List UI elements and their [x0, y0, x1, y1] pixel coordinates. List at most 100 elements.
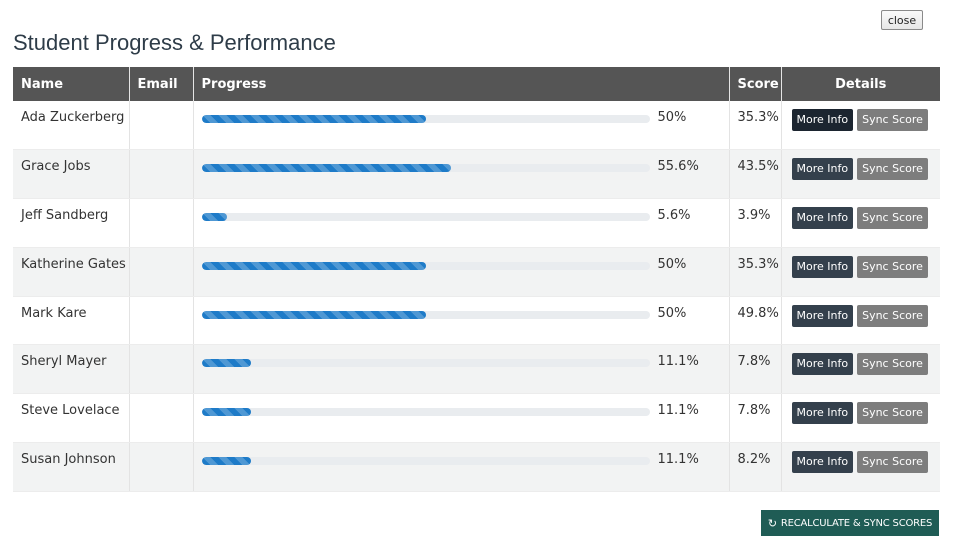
student-email [129, 344, 194, 394]
column-header-progress[interactable]: Progress [193, 67, 730, 101]
details-cell: More Info Sync Score [781, 101, 940, 151]
table-row: Jeff Sandberg 5.6% 3.9% More Info Sync Score [13, 198, 940, 248]
student-score: 43.5% [729, 149, 782, 199]
progress-bar-fill [201, 359, 252, 368]
progress-bar [201, 115, 650, 123]
progress-bar [201, 310, 650, 319]
column-header-email[interactable]: Email [129, 67, 194, 101]
student-name: Mark Kare [13, 296, 130, 346]
table-body: Ada Zuckerberg 50% 35.3% More Info Sync Scor… [13, 101, 940, 492]
column-header-details: Details [781, 67, 940, 101]
progress-cell: 5.6% [193, 198, 730, 248]
recalculate-label: RECALCULATE & SYNC SCORES [780, 517, 933, 529]
progress-bar-fill [201, 456, 252, 465]
progress-percent: 11.1% [657, 403, 699, 418]
progress-cell: 11.1% [193, 442, 730, 492]
progress-bar [201, 359, 650, 368]
student-email [129, 442, 194, 492]
progress-bar [201, 164, 650, 173]
progress-cell: 50% [193, 247, 730, 297]
table-row: Mark Kare 50% 49.8% More Info Sync Score [13, 296, 940, 346]
progress-bar [201, 456, 650, 465]
progress-bar-fill [201, 213, 227, 221]
student-name: Grace Jobs [13, 149, 130, 199]
details-cell: More Info Sync Score [781, 198, 940, 248]
progress-cell: 50% [193, 101, 730, 151]
progress-bar [201, 408, 650, 416]
student-name: Steve Lovelace [13, 393, 130, 443]
more-info-button[interactable]: More Info [791, 109, 854, 131]
student-email [129, 247, 194, 297]
student-email [129, 393, 194, 443]
sync-score-button[interactable]: Sync Score [857, 450, 928, 473]
student-score: 7.8% [729, 344, 782, 394]
sync-score-button[interactable]: Sync Score [857, 255, 928, 278]
details-cell: More Info Sync Score [781, 296, 940, 346]
table-row: Katherine Gates 50% 35.3% More Info Sync Sco… [13, 247, 940, 297]
progress-percent: 55.6% [657, 159, 699, 175]
progress-bar-fill [201, 164, 451, 173]
sync-score-button[interactable]: Sync Score [857, 402, 928, 424]
close-button[interactable]: close [881, 10, 923, 30]
progress-percent: 50% [657, 256, 687, 272]
details-cell: More Info Sync Score [781, 344, 940, 394]
progress-percent: 11.1% [657, 354, 699, 370]
progress-percent: 50% [657, 305, 687, 321]
student-name: Jeff Sandberg [13, 198, 130, 248]
details-cell: More Info Sync Score [781, 149, 940, 199]
table-row: Sheryl Mayer 11.1% 7.8% More Info Sync Score [13, 344, 940, 394]
student-email [129, 149, 194, 199]
student-score: 3.9% [729, 198, 782, 248]
progress-cell: 11.1% [193, 344, 730, 394]
progress-cell: 55.6% [193, 149, 730, 199]
student-score: 35.3% [729, 247, 782, 297]
more-info-button[interactable]: More Info [791, 207, 854, 229]
table-row: Steve Lovelace 11.1% 7.8% More Info Sync Sco… [13, 393, 940, 443]
table-row: Ada Zuckerberg 50% 35.3% More Info Sync Scor… [13, 101, 940, 151]
details-cell: More Info Sync Score [781, 393, 940, 443]
table-row: Grace Jobs 55.6% 43.5% More Info Sync Score [13, 149, 940, 199]
student-name: Ada Zuckerberg [13, 101, 130, 151]
student-score: 7.8% [729, 393, 782, 443]
student-email [129, 296, 194, 346]
student-table: Name Email Progress Score Details Ada Zu… [13, 67, 940, 492]
column-header-score[interactable]: Score [729, 67, 782, 101]
column-header-name[interactable]: Name [13, 67, 130, 101]
student-email [129, 198, 194, 248]
recalculate-sync-scores-button[interactable]: ↻ RECALCULATE & SYNC SCORES [761, 510, 939, 536]
student-score: 8.2% [729, 442, 782, 492]
progress-bar [201, 213, 650, 221]
progress-percent: 11.1% [657, 451, 699, 467]
student-name: Sheryl Mayer [13, 344, 130, 394]
student-name: Susan Johnson [13, 442, 130, 492]
more-info-button[interactable]: More Info [791, 402, 854, 424]
student-score: 35.3% [729, 101, 782, 151]
student-email [129, 101, 194, 151]
sync-score-button[interactable]: Sync Score [857, 304, 928, 327]
page-title: Student Progress & Performance [13, 30, 336, 55]
more-info-button[interactable]: More Info [791, 353, 854, 376]
sync-score-button[interactable]: Sync Score [857, 109, 928, 131]
sync-score-button[interactable]: Sync Score [857, 158, 928, 181]
details-cell: More Info Sync Score [781, 442, 940, 492]
more-info-button[interactable]: More Info [791, 304, 854, 327]
progress-cell: 50% [193, 296, 730, 346]
progress-bar-fill [201, 310, 426, 319]
progress-bar-fill [201, 115, 426, 123]
progress-percent: 50% [657, 110, 687, 125]
progress-bar [201, 261, 650, 270]
sync-score-button[interactable]: Sync Score [857, 353, 928, 376]
progress-percent: 5.6% [657, 208, 691, 223]
details-cell: More Info Sync Score [781, 247, 940, 297]
progress-cell: 11.1% [193, 393, 730, 443]
sync-score-button[interactable]: Sync Score [857, 207, 928, 229]
more-info-button[interactable]: More Info [791, 450, 854, 473]
student-name: Katherine Gates [13, 247, 130, 297]
more-info-button[interactable]: More Info [791, 255, 854, 278]
progress-bar-fill [201, 408, 252, 416]
student-score: 49.8% [729, 296, 782, 346]
refresh-icon: ↻ [767, 516, 777, 530]
more-info-button[interactable]: More Info [791, 158, 854, 181]
progress-bar-fill [201, 261, 426, 270]
table-header-row: Name Email Progress Score Details [13, 67, 940, 101]
